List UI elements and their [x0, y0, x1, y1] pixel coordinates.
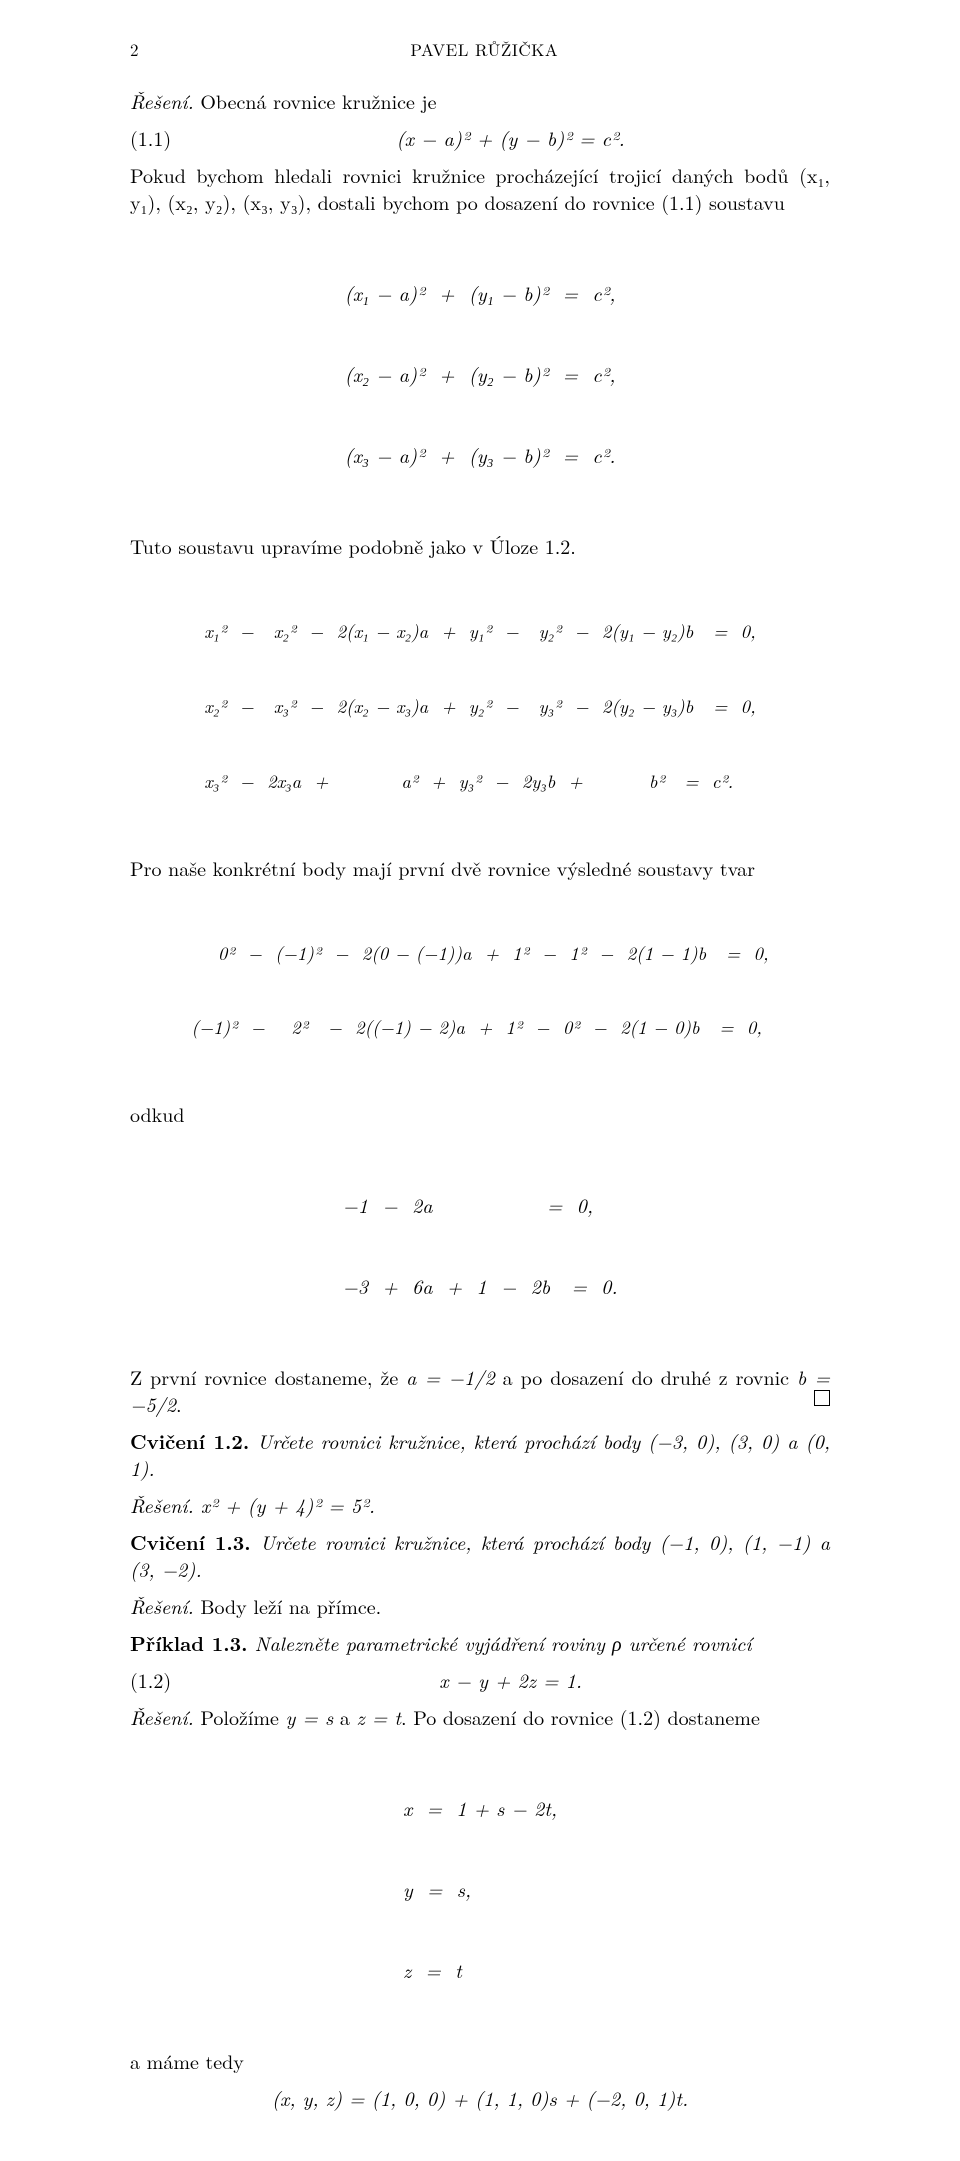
reseni-intro: Řešení. Obecná rovnice kružnice je [130, 87, 830, 114]
sys1-line-1: (x₁ − a)² + (y₁ − b)² = c², [345, 279, 616, 306]
reseni-label-2: Řešení. [130, 1490, 194, 1519]
cviceni-1-2-head: Cvičení 1.2. [130, 1426, 249, 1455]
res-sub-end: . Po dosazení do rovnice (1.2) dostaneme [401, 1702, 760, 1731]
sys5-line-2: y = s, [403, 1875, 557, 1902]
intro-text: Obecná rovnice kružnice je [194, 86, 437, 115]
sys3-line-2: (−1)² − 2² − 2((−1) − 2)a + 1² − 0² − 2(… [191, 1015, 768, 1040]
reseni-1-2-body: x² + (y + 4)² = 5². [194, 1490, 375, 1519]
para4-b: a = −1/2 [406, 1362, 495, 1391]
running-header: 2 PAVEL RŮŽIČKA [130, 38, 830, 61]
system-2: x₁² − x₂² − 2(x₁ − x₂)a + y₁² − y₂² − 2(… [130, 569, 830, 844]
cviceni-1-3: Cvičení 1.3. Určete rovnici kružnice, kt… [130, 1528, 830, 1582]
system-1: (x₁ − a)² + (y₁ − b)² = c², (x₂ − a)² + … [130, 225, 830, 522]
res-sub-eq1: y = s [286, 1702, 334, 1731]
reseni-1-3: Řešení. Body leží na přímce. [130, 1592, 830, 1619]
sys2-line-2: x₂² − x₃² − 2(x₂ − x₃)a + y₂² − y₃² − 2(… [204, 694, 755, 719]
page-number: 2 [130, 38, 139, 61]
sys5-line-3: z = t [403, 1956, 557, 1983]
para-2: Tuto soustavu upravíme podobně jako v Úl… [130, 532, 830, 559]
equation-number: (1.1) [130, 124, 171, 151]
sys5-line-1: x = 1 + s − 2t, [403, 1794, 557, 1821]
res-sub-a: Položíme [194, 1702, 286, 1731]
res-sub-mid: a [333, 1702, 356, 1731]
a-mame-tedy: a máme tedy [130, 2047, 830, 2074]
sys4-line-1: −1 − 2a = 0, [342, 1191, 617, 1218]
final-equation: (x, y, z) = (1, 0, 0) + (1, 1, 0)s + (−2… [130, 2084, 830, 2111]
equation-number-2: (1.2) [130, 1666, 171, 1693]
odkud: odkud [130, 1100, 830, 1127]
reseni-1-3-body: Body leží na přímce. [194, 1591, 382, 1620]
sys2-line-3: x₃² − 2x₃a + a² + y₃² − 2y₃b + b² = c². [204, 769, 755, 794]
sys3-line-1: 0² − (−1)² − 2(0 − (−1))a + 1² − 1² − 2(… [191, 941, 768, 966]
paper-author: PAVEL RŮŽIČKA [130, 38, 830, 61]
system-4: −1 − 2a = 0, −3 + 6a + 1 − 2b = 0. [130, 1137, 830, 1353]
reseni-label-4: Řešení. [130, 1702, 194, 1731]
para4-c: a po dosazení do druhé z rovnic [495, 1362, 797, 1391]
equation-1-1: (1.1) (x − a)² + (y − b)² = c². [130, 124, 830, 151]
para-1: Pokud bychom hledali rovnici kružnice pr… [130, 161, 830, 215]
para-3: Pro naše konkrétní body mají první dvě r… [130, 854, 830, 881]
qed-box-icon [814, 1390, 830, 1406]
priklad-1-3-body: Nalezněte parametrické vyjádření roviny … [247, 1628, 751, 1657]
reseni-1-2: Řešení. x² + (y + 4)² = 5². [130, 1491, 830, 1518]
equation-body: (x − a)² + (y − b)² = c². [191, 124, 830, 151]
system-5: x = 1 + s − 2t, y = s, z = t [130, 1740, 830, 2037]
para4-a: Z první rovnice dostaneme, že [130, 1362, 406, 1391]
sys1-line-2: (x₂ − a)² + (y₂ − b)² = c², [345, 360, 616, 387]
equation-body-2: x − y + 2z = 1. [191, 1666, 830, 1693]
sys2-line-1: x₁² − x₂² − 2(x₁ − x₂)a + y₁² − y₂² − 2(… [204, 619, 755, 644]
priklad-1-3: Příklad 1.3. Nalezněte parametrické vyjá… [130, 1629, 830, 1656]
cviceni-1-3-head: Cvičení 1.3. [130, 1527, 251, 1556]
reseni-label: Řešení. [130, 86, 194, 115]
page-root: 2 PAVEL RŮŽIČKA Řešení. Obecná rovnice k… [0, 0, 960, 2161]
cviceni-1-2: Cvičení 1.2. Určete rovnici kružnice, kt… [130, 1427, 830, 1481]
reseni-subst: Řešení. Položíme y = s a z = t. Po dosaz… [130, 1703, 830, 1730]
reseni-label-3: Řešení. [130, 1591, 194, 1620]
para-4: Z první rovnice dostaneme, že a = −1/2 a… [130, 1363, 830, 1417]
para4-e: . [176, 1389, 182, 1418]
priklad-1-3-head: Příklad 1.3. [130, 1628, 247, 1657]
system-3: 0² − (−1)² − 2(0 − (−1))a + 1² − 1² − 2(… [130, 891, 830, 1091]
sys4-line-2: −3 + 6a + 1 − 2b = 0. [342, 1272, 617, 1299]
sys1-line-3: (x₃ − a)² + (y₃ − b)² = c². [345, 441, 616, 468]
equation-1-2: (1.2) x − y + 2z = 1. [130, 1666, 830, 1693]
res-sub-eq2: z = t [356, 1702, 400, 1731]
